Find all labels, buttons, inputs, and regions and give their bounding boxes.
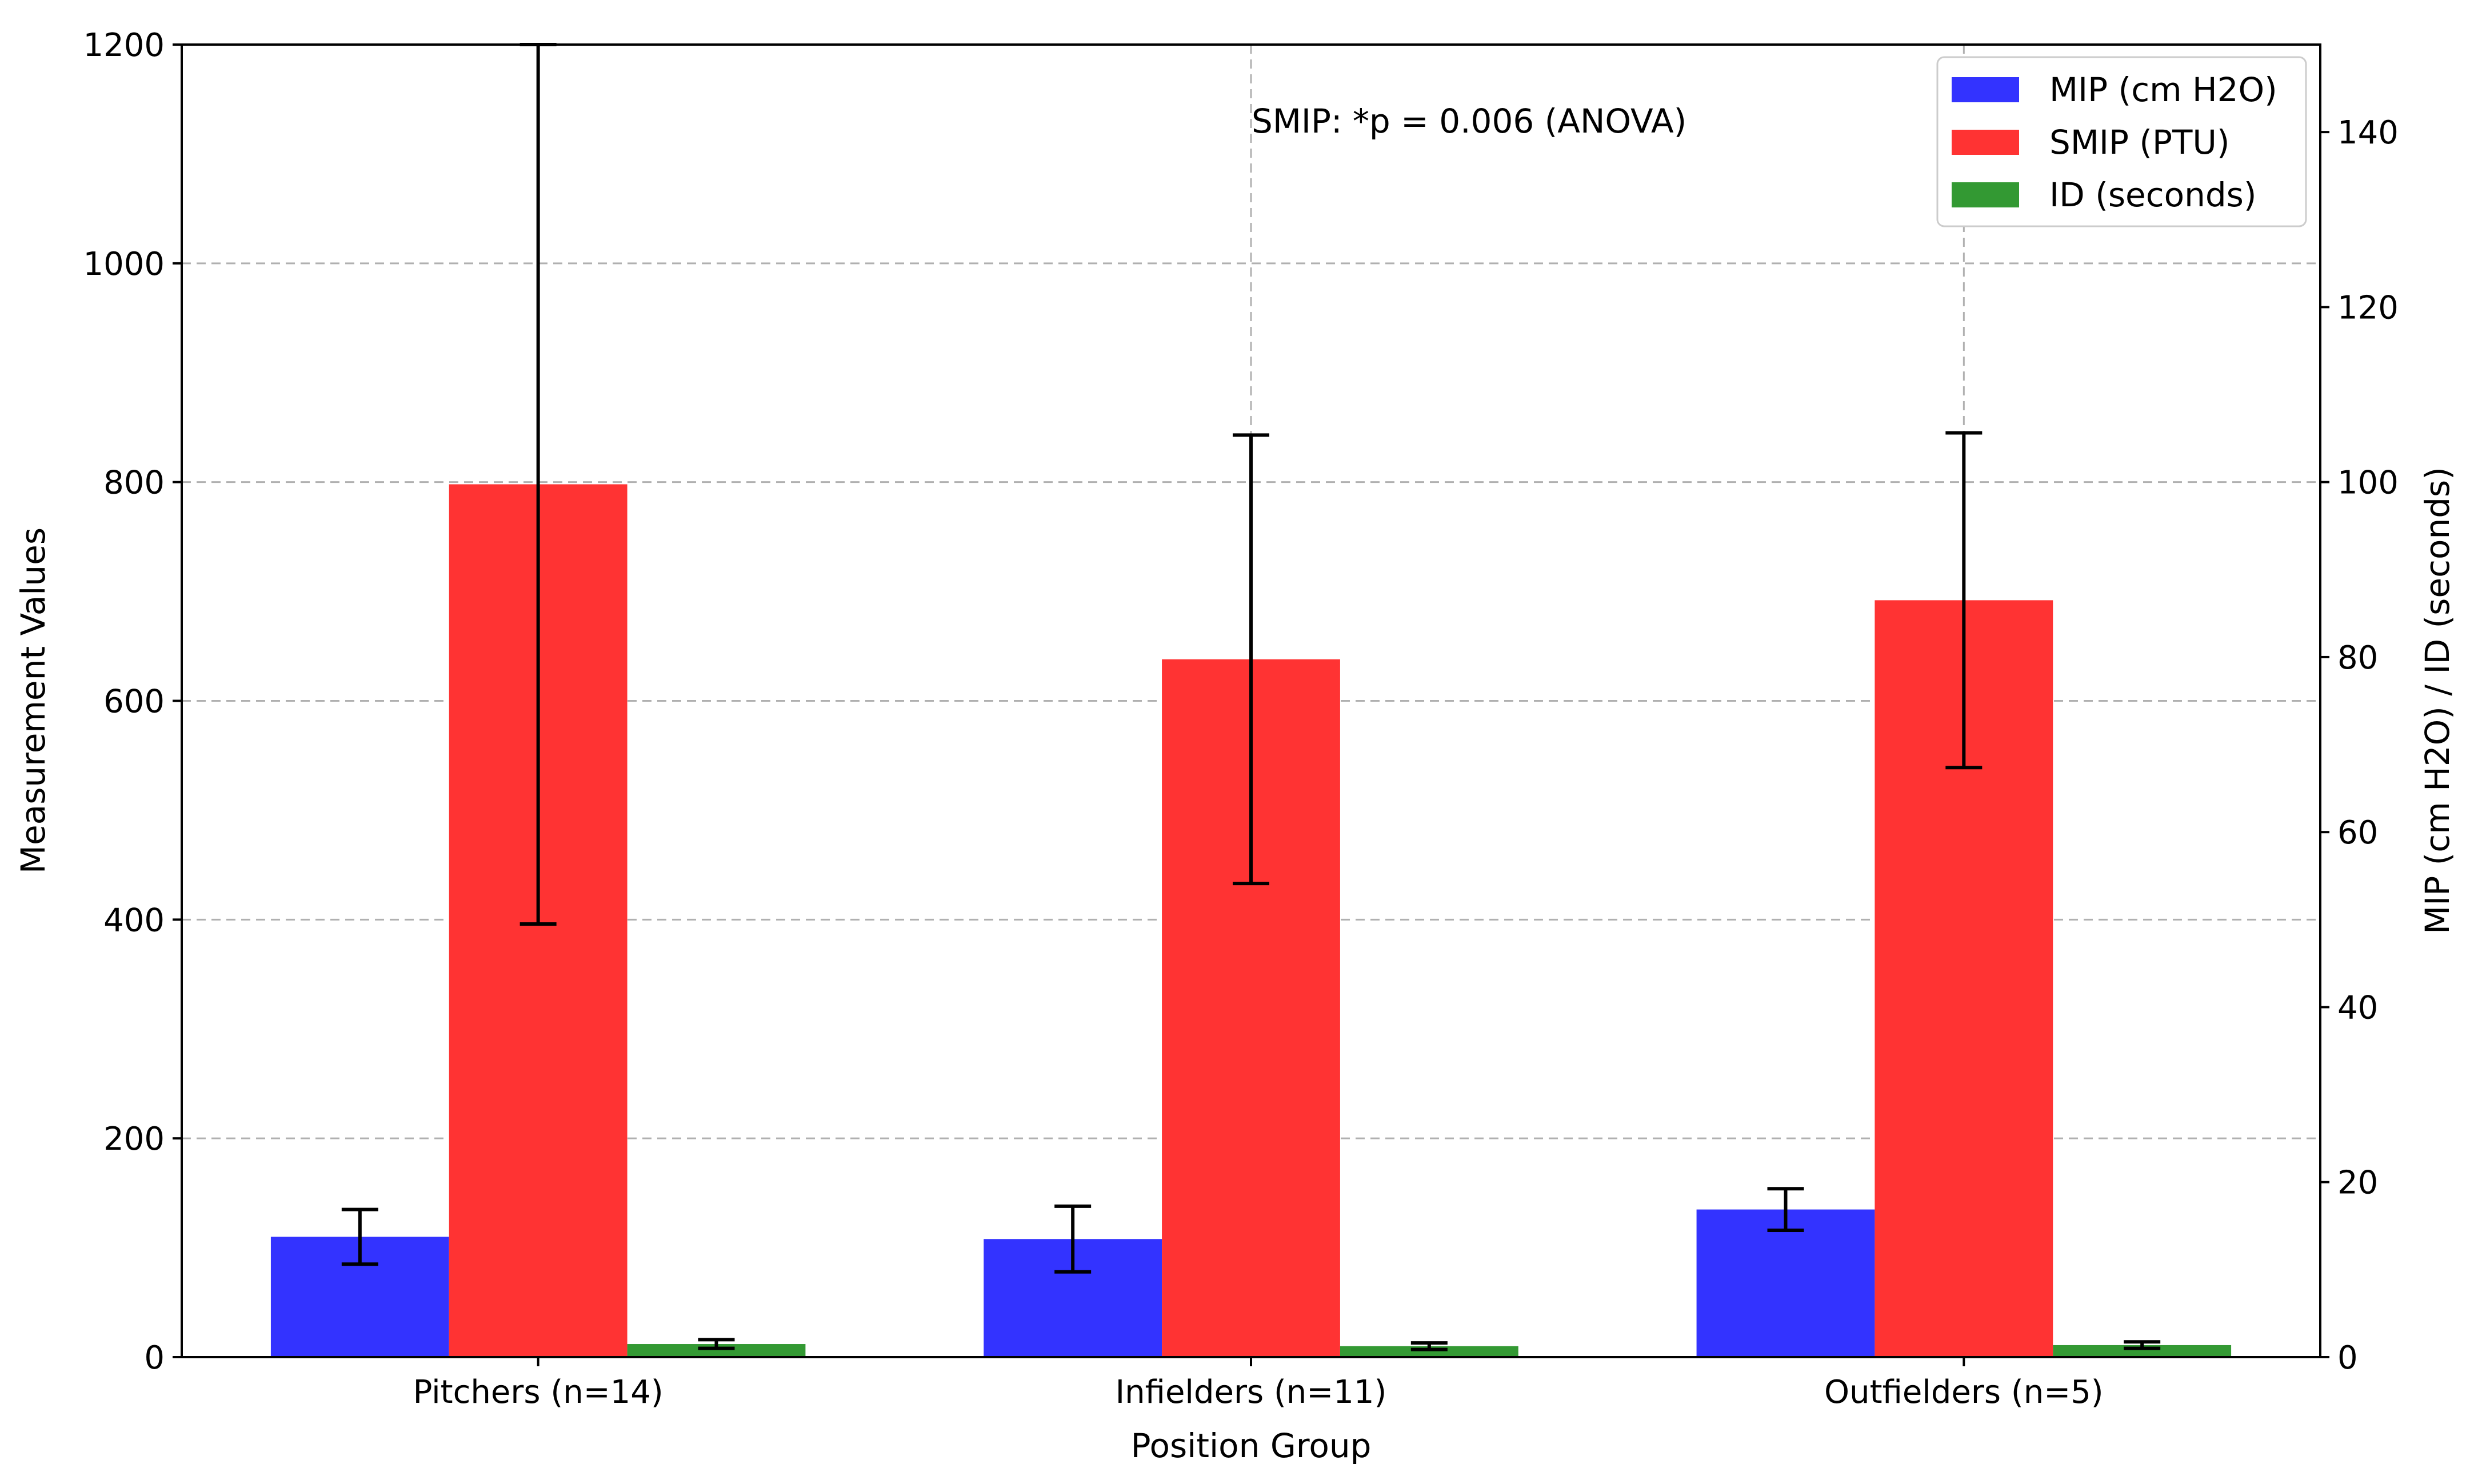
y-tick-label-right: 140	[2337, 114, 2399, 151]
y-tick-label-left: 1000	[83, 246, 165, 283]
error-bars	[341, 43, 2161, 1351]
y-tick-label-right: 60	[2337, 814, 2378, 851]
y-tick-label-left: 800	[103, 465, 165, 502]
y-tick-label-right: 100	[2337, 465, 2399, 502]
y-tick-label-left: 400	[103, 902, 165, 939]
y-tick-label-right: 0	[2337, 1339, 2358, 1377]
legend-swatch-mip-cm-h2o	[1952, 77, 2019, 102]
bar-id-seconds	[2053, 1345, 2232, 1357]
y-tick-label-left: 0	[144, 1339, 165, 1377]
bar-id-seconds	[627, 1344, 806, 1357]
legend-label-id-seconds: ID (seconds)	[2049, 175, 2257, 214]
y-tick-label-left: 600	[103, 683, 165, 721]
y-tick-label-left: 1200	[83, 27, 165, 64]
y-tick-label-right: 80	[2337, 639, 2378, 677]
y-tick-label-right: 40	[2337, 989, 2378, 1026]
y-tick-label-right: 20	[2337, 1165, 2378, 1202]
x-tick-label: Infielders (n=11)	[1116, 1374, 1387, 1411]
legend: MIP (cm H2O) SMIP (PTU) ID (seconds)	[1936, 56, 2307, 227]
ticks: 0 200 400 600 800 1000 1200 0 20 40 60 80 100 120 140 P…	[83, 27, 2398, 1411]
legend-swatch-id-seconds	[1952, 182, 2019, 207]
y-tick-label-right: 120	[2337, 289, 2399, 326]
x-axis-label: Position Group	[1131, 1426, 1372, 1465]
bar-id-seconds	[1340, 1346, 1518, 1357]
legend-label-mip-cm-h2o: MIP (cm H2O)	[2049, 70, 2277, 109]
legend-swatch-smip-ptu	[1952, 130, 2019, 155]
y-tick-label-left: 200	[103, 1121, 165, 1158]
anova-annotation: SMIP: *p = 0.006 (ANOVA)	[1252, 102, 1686, 141]
y-axis-label-right: MIP (cm H2O) / ID (seconds)	[2418, 467, 2457, 934]
x-tick-label: Pitchers (n=14)	[413, 1374, 664, 1411]
legend-box	[1936, 56, 2307, 227]
x-tick-label: Outfielders (n=5)	[1824, 1374, 2104, 1411]
bar-mip-cm-h2o	[1696, 1209, 1875, 1357]
y-axis-label-left: Measurement Values	[14, 527, 53, 874]
legend-label-smip-ptu: SMIP (PTU)	[2049, 123, 2230, 162]
